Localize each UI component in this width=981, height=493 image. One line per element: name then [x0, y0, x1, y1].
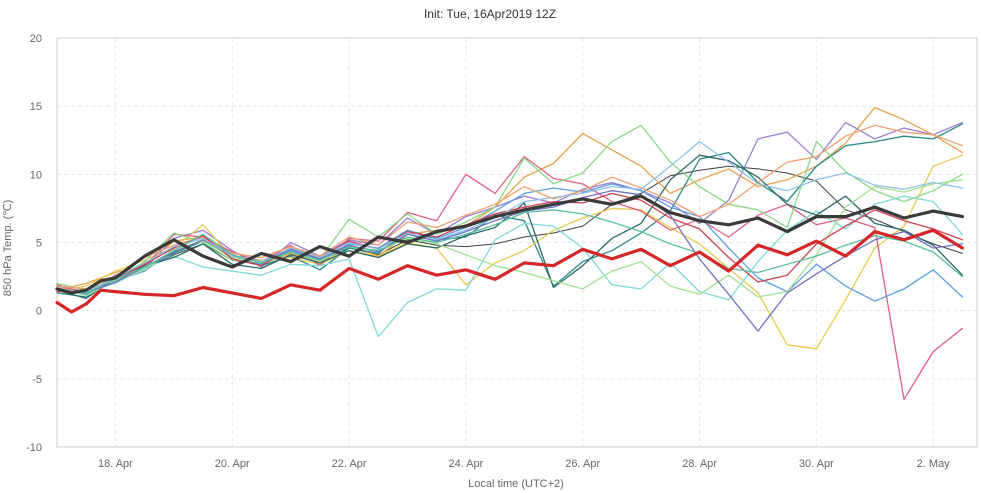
- x-tick-label: 2. May: [917, 458, 951, 470]
- x-tick-label: 22. Apr: [332, 458, 367, 470]
- x-tick-label: 18. Apr: [98, 458, 133, 470]
- series-line-1: [55, 194, 965, 295]
- x-tick-label: 28. Apr: [682, 458, 717, 470]
- x-tick-label: 20. Apr: [215, 458, 250, 470]
- x-axis-label: Local time (UTC+2): [468, 478, 564, 490]
- x-axis-ticks: 18. Apr 20. Apr 22. Apr 24. Apr 26. Apr 28. A…: [98, 458, 950, 470]
- series-line-7: [56, 124, 964, 291]
- x-tick-label: 26. Apr: [565, 458, 600, 470]
- series-line-16: [56, 165, 963, 295]
- series-line-14: [56, 190, 964, 332]
- y-tick-label: -5: [32, 374, 42, 386]
- series-line-10: [56, 154, 964, 300]
- y-tick-label: 15: [30, 101, 42, 113]
- series-line-3: [56, 121, 964, 293]
- series-lines: [55, 106, 965, 400]
- y-tick-label: 0: [36, 306, 42, 318]
- series-line-15: [56, 140, 964, 293]
- y-axis-ticks: -10 -5 0 5 10 15 20: [26, 33, 42, 454]
- y-tick-label: 20: [30, 33, 42, 45]
- y-axis-label: 850 hPa Temp. (℃): [2, 200, 14, 297]
- series-line-5: [56, 154, 964, 350]
- series-line-0: [55, 228, 965, 314]
- y-tick-label: 5: [36, 238, 42, 250]
- x-tick-label: 30. Apr: [799, 458, 834, 470]
- series-line-9: [56, 195, 964, 338]
- y-tick-label: 10: [30, 169, 42, 181]
- chart-title: Init: Tue, 16Apr2019 12Z: [424, 7, 556, 21]
- series-line-11: [56, 124, 964, 290]
- x-tick-label: 24. Apr: [448, 458, 483, 470]
- series-line-17: [56, 209, 964, 294]
- y-tick-label: -10: [26, 442, 42, 454]
- series-line-12: [56, 179, 964, 298]
- plot-area-frame: [56, 37, 978, 448]
